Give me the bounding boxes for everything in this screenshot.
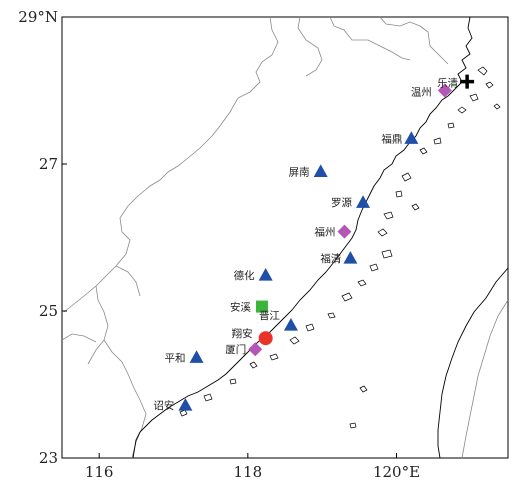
place-label: 厦门 xyxy=(225,343,246,356)
axis-ticks xyxy=(62,16,397,459)
diamond-marker xyxy=(337,224,352,239)
lon-tick-label: 118 xyxy=(234,463,263,481)
islands xyxy=(179,66,501,429)
lat-tick-label: 25 xyxy=(39,302,58,320)
lat-tick-label: 23 xyxy=(39,449,58,467)
place-label: 福清 xyxy=(320,252,341,265)
place-label: 罗源 xyxy=(331,196,352,209)
place-label: 翔安 xyxy=(232,327,253,340)
coastline xyxy=(132,16,473,459)
place-label: 平和 xyxy=(165,352,186,364)
triangle-marker xyxy=(343,251,358,264)
place-label: 乐清 xyxy=(437,77,458,90)
map-frame xyxy=(61,16,509,459)
lon-tick-label: 116 xyxy=(85,463,114,481)
place-label: 福州 xyxy=(314,226,335,239)
place-label: 温州 xyxy=(411,87,432,99)
triangle-marker xyxy=(356,195,371,208)
lat-tick-label: 27 xyxy=(39,155,58,173)
square-marker xyxy=(255,300,268,313)
taiwan-outline xyxy=(437,267,509,459)
diamond-marker xyxy=(437,83,452,98)
lat-tick-label: 29°N xyxy=(18,8,58,26)
circle-marker xyxy=(258,331,273,346)
place-label: 诏安 xyxy=(153,399,174,412)
place-label: 安溪 xyxy=(230,301,251,314)
axis-labels: 29°N 27 25 23 116 118 120°E xyxy=(18,8,420,481)
triangle-marker xyxy=(283,317,298,331)
triangle-marker xyxy=(189,350,204,363)
place-label: 晋江 xyxy=(259,310,280,322)
place-label: 福鼎 xyxy=(381,132,402,145)
triangle-marker xyxy=(404,131,419,144)
triangle-marker xyxy=(258,267,273,281)
triangle-marker xyxy=(178,398,193,411)
diamond-marker xyxy=(248,342,263,357)
place-label: 屏南 xyxy=(289,165,310,178)
lon-tick-label: 120°E xyxy=(373,463,420,481)
place-label: 德化 xyxy=(234,269,255,282)
triangle-marker xyxy=(313,164,328,177)
cross-marker xyxy=(460,74,475,89)
